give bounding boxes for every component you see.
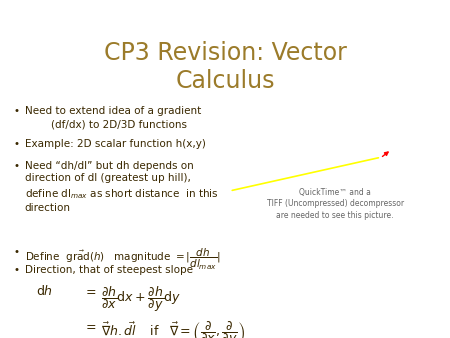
Text: Direction, that of steepest slope: Direction, that of steepest slope xyxy=(25,265,193,275)
Text: $\mathrm{d}h$: $\mathrm{d}h$ xyxy=(36,284,53,298)
Text: QuickTime™ and a
TIFF (Uncompressed) decompressor
are needed to see this picture: QuickTime™ and a TIFF (Uncompressed) dec… xyxy=(267,188,404,220)
Text: •: • xyxy=(14,247,19,257)
Text: Example: 2D scalar function h(x,y): Example: 2D scalar function h(x,y) xyxy=(25,139,206,149)
Text: $\vec{\nabla}h.\vec{dl}\;\;$  if  $\;\vec{\nabla} = \left(\dfrac{\partial}{\part: $\vec{\nabla}h.\vec{dl}\;\;$ if $\;\vec{… xyxy=(101,319,245,338)
Text: Need “dh/dl” but dh depends on
direction of dl (greatest up hill),
define dl$_{m: Need “dh/dl” but dh depends on direction… xyxy=(25,161,218,214)
Text: $=$: $=$ xyxy=(83,284,97,297)
Text: Need to extend idea of a gradient
        (df/dx) to 2D/3D functions: Need to extend idea of a gradient (df/dx… xyxy=(25,106,201,129)
Text: •: • xyxy=(14,139,19,149)
Text: Define  $\vec{\mathrm{grad}}(h)$   magnitude $= |\dfrac{dh}{dl_{max}}|$: Define $\vec{\mathrm{grad}}(h)$ magnitud… xyxy=(25,247,220,272)
Text: CP3 Revision: Vector
Calculus: CP3 Revision: Vector Calculus xyxy=(104,41,346,93)
Text: $=$: $=$ xyxy=(83,319,97,332)
Text: •: • xyxy=(14,265,19,275)
Text: •: • xyxy=(14,106,19,117)
Text: $\dfrac{\partial h}{\partial x}\mathrm{d}x + \dfrac{\partial h}{\partial y}\math: $\dfrac{\partial h}{\partial x}\mathrm{d… xyxy=(101,284,181,314)
Text: •: • xyxy=(14,161,19,171)
